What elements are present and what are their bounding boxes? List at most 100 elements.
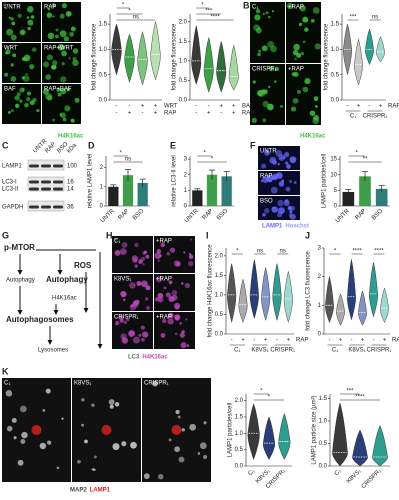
y-tick-label: 1.5 [319, 396, 328, 402]
image-label: +RAP [288, 5, 304, 11]
cell-signal [265, 11, 269, 15]
cell-signal [293, 43, 300, 51]
cell-signal [55, 34, 59, 39]
y-tick-label: 1.0 [179, 58, 188, 64]
violin [261, 266, 271, 322]
cell-signal [277, 199, 284, 207]
x-tick-label: BSO [216, 208, 229, 221]
cell-signal [302, 86, 309, 93]
cell-signal [174, 446, 181, 453]
cell-signal [142, 251, 146, 256]
image-label: K8VS₁ [74, 381, 91, 387]
cell-signal [174, 305, 180, 310]
cell-signal [310, 18, 315, 23]
cell-signal [121, 292, 126, 297]
violin [191, 25, 202, 86]
image-caption: Hoechst [285, 224, 309, 230]
cell-signal [302, 40, 306, 44]
condition-sign: + [361, 338, 365, 344]
cell-signal [156, 249, 162, 254]
condition-sign: - [373, 338, 375, 344]
cell-signal [123, 298, 126, 302]
significance: ns [125, 157, 131, 163]
cell-signal [140, 325, 145, 330]
cell-signal [280, 105, 283, 108]
cell-signal [175, 409, 180, 415]
micrograph [250, 2, 285, 63]
x-tick-label: UNTR [335, 208, 351, 224]
significance: * [355, 151, 358, 157]
significance: *** [346, 389, 354, 395]
condition-sign: - [276, 338, 278, 344]
y-tick-label: 1.0 [99, 47, 108, 53]
cell-signal [129, 304, 137, 311]
image-label: BSO [260, 199, 273, 205]
cell-signal [145, 254, 150, 259]
y-tick-label: 2.0 [179, 19, 188, 25]
y-tick-label: 1.0 [215, 292, 224, 298]
bar [108, 186, 119, 206]
significance: * [119, 151, 122, 157]
row-label: LC3-I [2, 180, 17, 186]
condition-name: RAP [242, 111, 254, 117]
cell-signal [143, 473, 150, 480]
cell-signal [268, 85, 271, 89]
condition-sign: - [195, 104, 197, 110]
significance: *** [205, 9, 213, 15]
image-label: WRT [4, 46, 18, 52]
bar [206, 174, 218, 206]
y-tick-label: 0.5 [235, 447, 244, 453]
cell-signal [120, 333, 127, 340]
cell-signal [136, 281, 142, 287]
cell-signal [278, 181, 285, 187]
cell-signal [123, 320, 128, 325]
cell-signal [65, 11, 72, 17]
violin [203, 36, 214, 93]
cell-signal [313, 96, 319, 101]
y-tick-label: 0.0 [235, 464, 244, 470]
cell-signal [45, 388, 51, 394]
cell-signal [10, 17, 14, 21]
cell-signal [24, 103, 29, 108]
cell-signal [284, 152, 290, 158]
cell-signal [267, 103, 274, 111]
y-tick-label: 0.0 [331, 98, 340, 104]
cell-signal [52, 118, 56, 122]
cell-signal [134, 242, 139, 248]
cell-signal [17, 13, 22, 18]
cell-signal [181, 282, 184, 285]
bar [375, 188, 388, 206]
cell-signal [27, 6, 34, 13]
y-tick-label: 0.5 [215, 312, 224, 318]
bar [221, 176, 232, 206]
cell-signal [284, 199, 289, 203]
y-axis-label: relative LAMP1 level [88, 154, 94, 209]
panel-label: D [88, 140, 95, 150]
y-axis-label: fold change LC3 fluorescence [306, 251, 312, 331]
cell-signal [178, 456, 185, 463]
condition-sign: - [253, 338, 255, 344]
cell-signal [281, 179, 285, 183]
row-label: LC3-II [2, 187, 19, 193]
cell-signal [23, 57, 28, 62]
cell-signal [27, 19, 34, 26]
cell-signal [112, 443, 120, 451]
band [29, 187, 39, 191]
violin [325, 275, 334, 324]
cell-signal [63, 36, 70, 42]
y-tick-label: 2.0 [215, 253, 224, 259]
row-label: GAPDH [2, 205, 23, 211]
y-axis-label: relative LC3-II level [172, 155, 178, 206]
condition-sign: - [116, 111, 118, 117]
bar [192, 190, 203, 206]
cell-signal [264, 208, 270, 214]
cell-signal [45, 93, 53, 100]
violin [336, 293, 345, 326]
violin [372, 425, 388, 467]
y-tick-label: 0 [318, 332, 322, 338]
cell-signal [25, 72, 28, 76]
image-label: CRISPR₁ [252, 67, 277, 73]
cell-signal [202, 454, 208, 460]
image-caption: LAMP1 [262, 224, 283, 230]
cell-signal [313, 114, 319, 121]
